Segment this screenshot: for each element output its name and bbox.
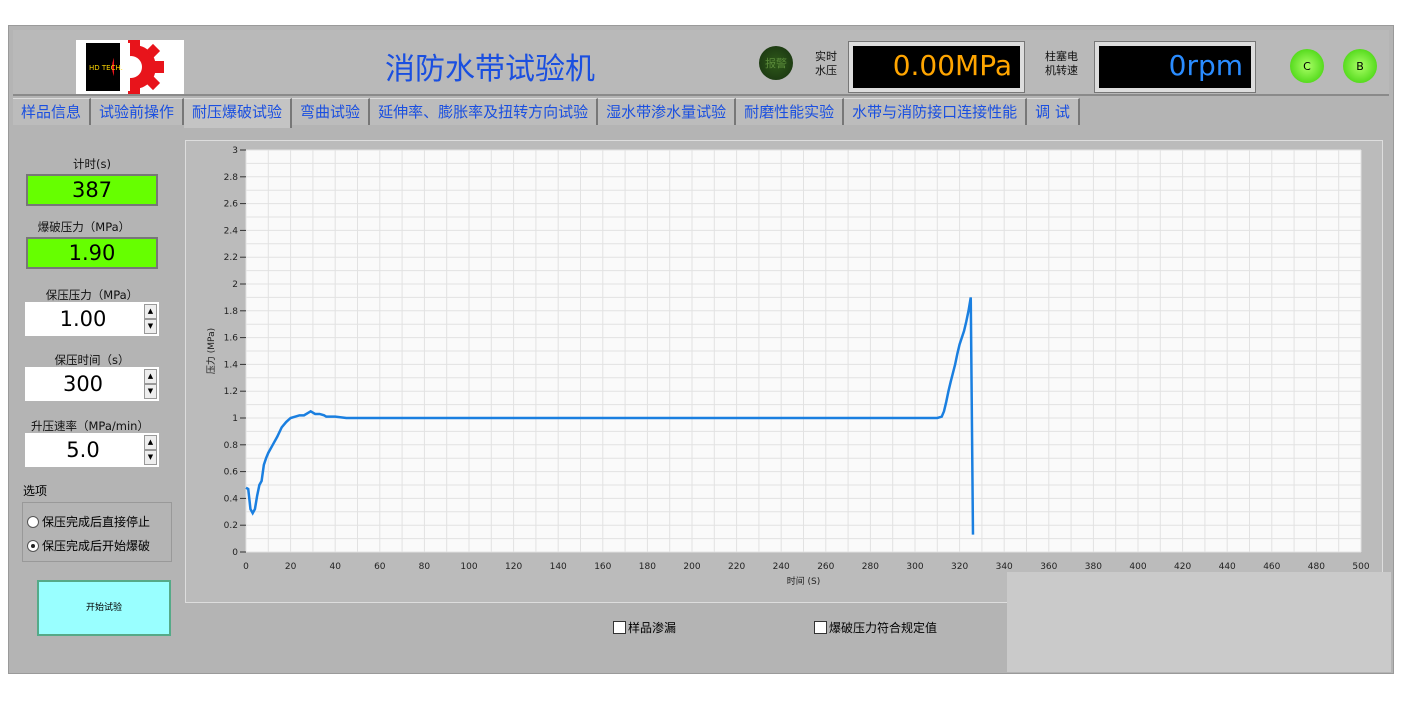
- y-tick-label: 2.2: [224, 253, 238, 263]
- y-tick-label: 1.6: [224, 334, 239, 344]
- x-tick-label: 380: [1085, 562, 1102, 572]
- y-tick-label: 1.2: [224, 387, 238, 397]
- x-tick-label: 140: [550, 562, 567, 572]
- y-tick-label: 1: [232, 414, 238, 424]
- tab-6[interactable]: 耐磨性能实验: [736, 98, 845, 125]
- tab-1[interactable]: 试验前操作: [91, 98, 185, 125]
- x-tick-label: 60: [374, 562, 386, 572]
- alarm-indicator: 报警: [759, 46, 793, 80]
- tab-4[interactable]: 延伸率、膨胀率及扭转方向试验: [370, 98, 599, 125]
- header: HD TECH. 消防水带试验机 报警 实时 水压 0.00MPa 柱塞电 机转速 …: [13, 30, 1389, 96]
- x-tick-label: 240: [773, 562, 790, 572]
- tab-5[interactable]: 湿水带渗水量试验: [598, 98, 737, 125]
- chart-panel: 0 20 40 60 80 100 120 140 160 180 200 220 240 260 280 3…: [185, 140, 1383, 603]
- rate-input[interactable]: 5.0 ▲ ▼: [25, 433, 159, 467]
- x-tick-label: 360: [1040, 562, 1057, 572]
- x-tick-label: 100: [460, 562, 477, 572]
- increment-button[interactable]: ▲: [144, 304, 157, 319]
- y-tick-label: 1.8: [224, 307, 239, 317]
- radio-burst[interactable]: 保压完成后开始爆破: [27, 537, 150, 554]
- x-tick-label: 400: [1129, 562, 1146, 572]
- x-tick-label: 320: [951, 562, 968, 572]
- hd-tech-logo: HD TECH.: [76, 40, 184, 94]
- x-tick-label: 80: [419, 562, 431, 572]
- x-tick-label: 180: [639, 562, 656, 572]
- decrement-button[interactable]: ▼: [144, 384, 157, 399]
- pressure-series-line: [245, 297, 975, 535]
- y-tick-label: 0.2: [224, 521, 238, 531]
- x-tick-label: 160: [594, 562, 611, 572]
- pressure-label: 实时 水压: [815, 50, 837, 77]
- burst-ok-checkbox[interactable]: 爆破压力符合规定值: [814, 619, 937, 636]
- x-tick-label: 440: [1219, 562, 1236, 572]
- svg-text:HD TECH.: HD TECH.: [89, 64, 123, 72]
- burst-pressure-indicator: 1.90: [26, 237, 158, 269]
- increment-button[interactable]: ▲: [144, 435, 157, 450]
- x-tick-label: 20: [285, 562, 297, 572]
- leak-checkbox[interactable]: 样品渗漏: [613, 619, 676, 636]
- x-tick-label: 280: [862, 562, 879, 572]
- x-tick-label: 200: [683, 562, 700, 572]
- start-test-button[interactable]: 开始试验: [37, 580, 171, 636]
- y-tick-label: 3: [232, 146, 238, 156]
- tab-7[interactable]: 水带与消防接口连接性能: [844, 98, 1028, 125]
- hold-time-input[interactable]: 300 ▲ ▼: [25, 367, 159, 401]
- y-tick-label: 0.8: [224, 441, 239, 451]
- hold-time-label: 保压时间（s）: [54, 353, 130, 367]
- app-title: 消防水带试验机: [385, 52, 595, 87]
- pressure-display: 0.00MPa: [849, 42, 1024, 92]
- led-c: C: [1290, 49, 1324, 83]
- x-tick-label: 260: [817, 562, 834, 572]
- x-tick-label: 300: [906, 562, 923, 572]
- y-tick-label: 2.4: [224, 226, 239, 236]
- x-tick-label: 420: [1174, 562, 1191, 572]
- timer-indicator: 387: [26, 174, 158, 206]
- x-tick-label: 0: [243, 562, 249, 572]
- hold-pressure-input[interactable]: 1.00 ▲ ▼: [25, 302, 159, 336]
- rate-label: 升压速率（MPa/min）: [31, 419, 149, 433]
- y-tick-label: 0: [232, 548, 238, 558]
- options-label: 选项: [23, 484, 48, 498]
- tab-8[interactable]: 调 试: [1027, 98, 1080, 125]
- timer-label: 计时(s): [73, 157, 111, 171]
- tab-bar: 样品信息 试验前操作 耐压爆破试验 弯曲试验 延伸率、膨胀率及扭转方向试验 湿水带渗水量试…: [13, 98, 1080, 128]
- burst-pressure-label: 爆破压力（MPa）: [37, 220, 131, 234]
- x-tick-label: 480: [1308, 562, 1325, 572]
- led-b: B: [1343, 49, 1377, 83]
- pressure-chart: 0 20 40 60 80 100 120 140 160 180 200 220 240 260 280 3…: [205, 146, 1370, 587]
- x-tick-label: 220: [728, 562, 745, 572]
- y-axis-label: 压力 (MPa): [205, 328, 217, 374]
- y-tick-label: 0.4: [224, 494, 239, 504]
- increment-button[interactable]: ▲: [144, 369, 157, 384]
- y-tick-label: 2: [232, 280, 238, 290]
- x-tick-label: 460: [1263, 562, 1280, 572]
- y-tick-label: 0.6: [224, 468, 239, 478]
- app-window: HD TECH. 消防水带试验机 报警 实时 水压 0.00MPa 柱塞电 机转速 …: [8, 25, 1394, 674]
- y-tick-label: 2.6: [224, 200, 239, 210]
- x-tick-label: 340: [996, 562, 1013, 572]
- y-tick-label: 2.8: [224, 173, 239, 183]
- speed-display: 0rpm: [1095, 42, 1255, 92]
- decrement-button[interactable]: ▼: [144, 450, 157, 465]
- x-axis-label: 时间 (S): [787, 575, 821, 587]
- options-group: [22, 502, 172, 562]
- speed-label: 柱塞电 机转速: [1045, 50, 1078, 77]
- radio-stop[interactable]: 保压完成后直接停止: [27, 513, 150, 530]
- x-tick-label: 40: [329, 562, 341, 572]
- x-tick-label: 120: [505, 562, 522, 572]
- decrement-button[interactable]: ▼: [144, 319, 157, 334]
- y-tick-label: 1.4: [224, 360, 239, 370]
- hold-pressure-label: 保压压力（MPa）: [45, 288, 139, 302]
- blank-panel: [1007, 572, 1391, 672]
- x-tick-label: 500: [1352, 562, 1369, 572]
- tab-2[interactable]: 耐压爆破试验: [184, 98, 293, 128]
- tab-3[interactable]: 弯曲试验: [292, 98, 371, 125]
- tab-0[interactable]: 样品信息: [13, 98, 92, 125]
